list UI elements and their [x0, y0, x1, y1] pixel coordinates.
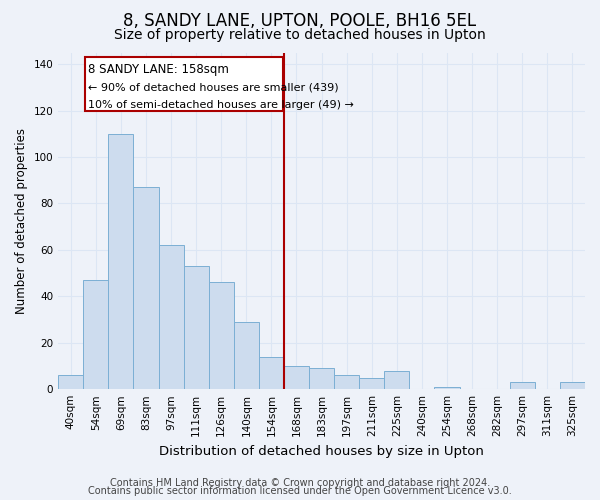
Text: Contains HM Land Registry data © Crown copyright and database right 2024.: Contains HM Land Registry data © Crown c… [110, 478, 490, 488]
Bar [434, 387, 460, 389]
X-axis label: Distribution of detached houses by size in Upton: Distribution of detached houses by size … [159, 444, 484, 458]
Bar [234, 322, 259, 389]
Text: Contains public sector information licensed under the Open Government Licence v3: Contains public sector information licen… [88, 486, 512, 496]
Bar [560, 382, 585, 389]
Bar [334, 375, 359, 389]
Bar [58, 375, 83, 389]
Bar [385, 370, 409, 389]
Text: 10% of semi-detached houses are larger (49) →: 10% of semi-detached houses are larger (… [88, 100, 354, 110]
Y-axis label: Number of detached properties: Number of detached properties [15, 128, 28, 314]
Bar [184, 266, 209, 389]
Bar [259, 356, 284, 389]
Bar [133, 187, 158, 389]
Text: Size of property relative to detached houses in Upton: Size of property relative to detached ho… [114, 28, 486, 42]
Bar [359, 378, 385, 389]
Bar [109, 134, 133, 389]
Text: 8, SANDY LANE, UPTON, POOLE, BH16 5EL: 8, SANDY LANE, UPTON, POOLE, BH16 5EL [124, 12, 476, 30]
FancyBboxPatch shape [85, 57, 283, 110]
Bar [309, 368, 334, 389]
Bar [209, 282, 234, 389]
Bar [158, 245, 184, 389]
Text: ← 90% of detached houses are smaller (439): ← 90% of detached houses are smaller (43… [88, 82, 339, 92]
Bar [284, 366, 309, 389]
Text: 8 SANDY LANE: 158sqm: 8 SANDY LANE: 158sqm [88, 64, 229, 76]
Bar [83, 280, 109, 389]
Bar [510, 382, 535, 389]
